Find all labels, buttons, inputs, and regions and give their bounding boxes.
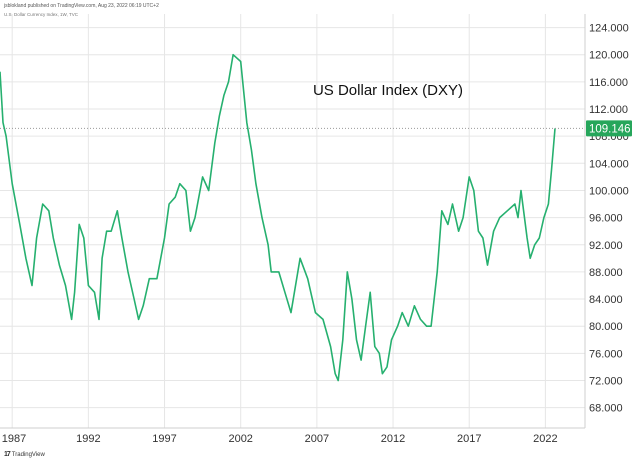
y-tick-label: 124.000 (589, 23, 629, 35)
x-tick-label: 2022 (533, 433, 557, 445)
y-tick-label: 68.000 (589, 403, 623, 415)
x-tick-label: 2002 (228, 433, 252, 445)
y-tick-label: 80.000 (589, 321, 623, 333)
x-tick-label: 2017 (457, 433, 481, 445)
y-tick-label: 104.000 (589, 158, 629, 170)
symbol-caption: U.S. Dollar Currency Index, 1W, TVC (4, 12, 78, 17)
y-tick-label: 120.000 (589, 50, 629, 62)
x-tick-label: 1987 (2, 433, 26, 445)
tradingview-logo-icon: 17 (4, 451, 11, 458)
y-tick-label: 72.000 (589, 375, 623, 387)
y-tick-label: 92.000 (589, 240, 623, 252)
x-tick-label: 2007 (305, 433, 329, 445)
y-tick-label: 88.000 (589, 267, 623, 279)
dxy-series-line (0, 53, 556, 382)
y-tick-label: 96.000 (589, 213, 623, 225)
x-tick-label: 1997 (152, 433, 176, 445)
x-tick-label: 2012 (381, 433, 405, 445)
y-tick-label: 84.000 (589, 294, 623, 306)
last-price-label: 109.146 (589, 123, 631, 135)
tradingview-footer: 17 TradingView (4, 451, 45, 458)
y-tick-label: 112.000 (589, 104, 628, 116)
last-price-badge (586, 120, 632, 137)
y-tick-label: 100.000 (589, 185, 629, 197)
x-tick-label: 1992 (76, 433, 100, 445)
chart-title: US Dollar Index (DXY) (313, 82, 463, 99)
publisher-caption: jsblokland published on TradingView.com,… (4, 3, 159, 9)
y-tick-label: 116.000 (589, 77, 628, 89)
tradingview-brand: TradingView (11, 451, 45, 458)
y-tick-label: 76.000 (589, 348, 623, 360)
